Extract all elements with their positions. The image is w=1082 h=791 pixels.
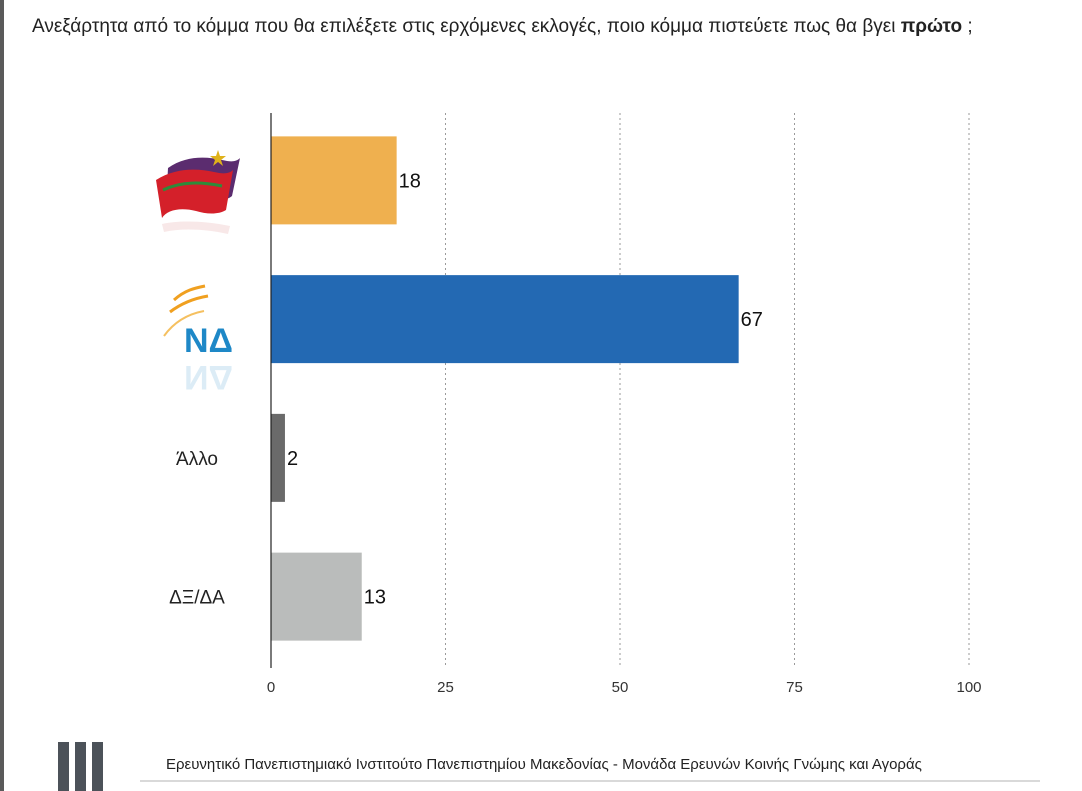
footer-divider [140,780,1040,782]
bar [271,275,739,364]
x-tick-label: 0 [267,679,275,696]
x-tick-label: 75 [786,679,803,696]
bars-group: 18 67 2 Άλλο 13 ΔΞ/ΔΑ [169,136,763,641]
institute-bars-logo [56,742,104,791]
bar [271,552,362,641]
question-mark: ; [967,16,973,37]
bar-chart: 0 25 50 75 100 ΝΔ ΝΔ 18 67 2 Άλλο 13 ΔΞ/ΔΑ [156,113,982,696]
syriza-logo [156,150,240,234]
nd-logo-text: ΝΔ [184,322,233,360]
nd-logo: ΝΔ ΝΔ [163,284,233,396]
grid-lines: 0 25 50 75 100 [267,113,982,696]
data-label: 13 [364,587,386,609]
bar [271,136,397,225]
party-logos: ΝΔ ΝΔ [156,150,240,396]
x-tick-label: 50 [612,679,629,696]
question-title: Ανεξάρτητα από το κόμμα που θα επιλέξετε… [32,16,1072,38]
bar [271,413,285,502]
nd-logo-reflection: ΝΔ [184,358,233,396]
data-label: 67 [741,309,763,331]
x-tick-label: 25 [437,679,454,696]
data-label: 18 [399,170,421,192]
category-label: ΔΞ/ΔΑ [169,588,225,609]
question-text: Ανεξάρτητα από το κόμμα που θα επιλέξετε… [32,16,896,37]
question-bold-word: πρώτο [900,16,963,37]
x-tick-label: 100 [956,679,981,696]
footer-text: Ερευνητικό Πανεπιστημιακό Ινστιτούτο Παν… [166,756,922,773]
category-label: Άλλο [176,449,218,470]
left-edge-bar [0,0,4,791]
data-label: 2 [287,448,298,470]
